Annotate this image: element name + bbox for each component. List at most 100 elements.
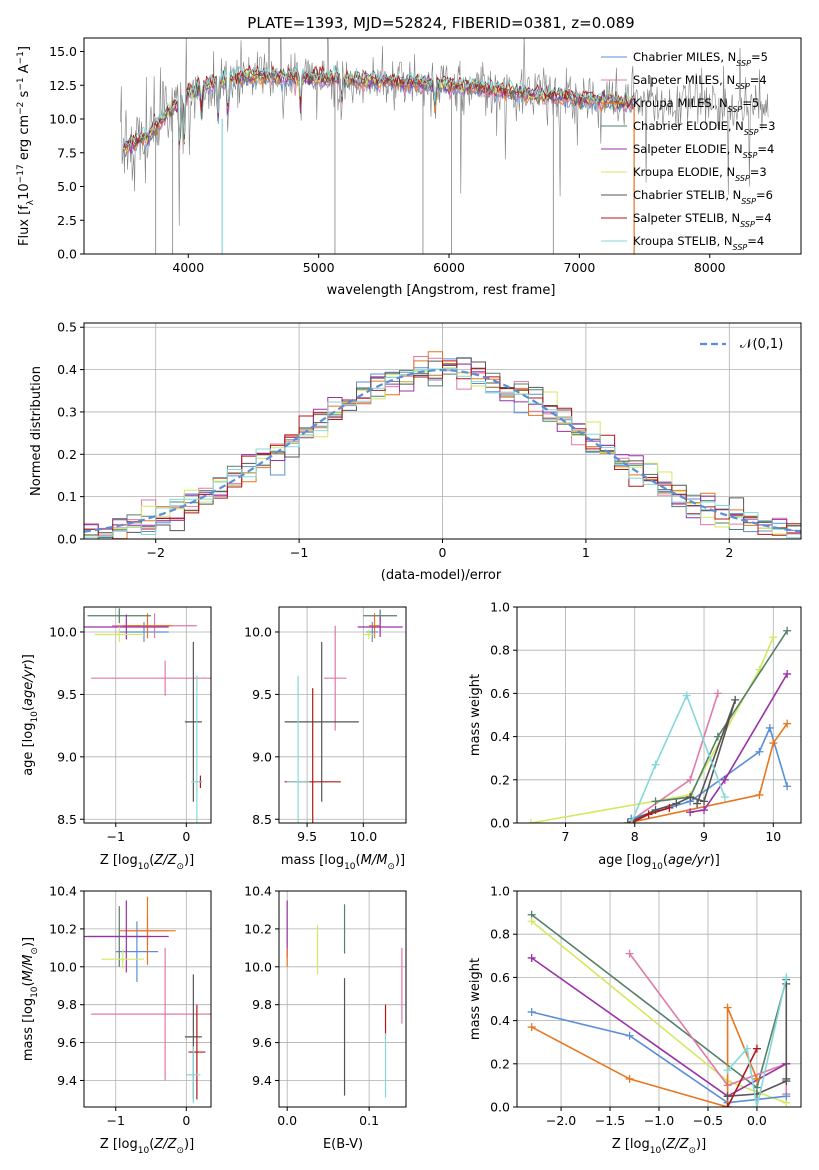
age-vs-Z-ylabel: age [log10(age/yr)] (21, 654, 40, 776)
weight-vs-age-ytick-label: 0.0 (490, 816, 510, 831)
weight-vs-Z-ytick-label: 0.2 (490, 1056, 510, 1071)
residuals-xtick-label: 2 (725, 545, 733, 560)
weight-vs-age-marker (651, 760, 660, 769)
residuals-ytick-label: 0.4 (57, 362, 77, 377)
mass-vs-ebv-frame (278, 890, 407, 1108)
mass-vs-ebv-ytick-label: 9.4 (252, 1073, 272, 1088)
age-vs-mass-xtick-label: 9.5 (297, 829, 317, 844)
weight-vs-age-marker (783, 626, 792, 635)
residuals-gaussian-line (84, 368, 801, 533)
weight-vs-age-ytick-label: 0.4 (490, 729, 510, 744)
weight-vs-age-marker (672, 799, 681, 808)
age-vs-mass-ytick-label: 10.0 (244, 624, 272, 639)
weight-vs-age-marker (765, 723, 774, 732)
mass-vs-ebv-ytick-label: 10.0 (244, 959, 272, 974)
spectrum-legend-label: Salpeter ELODIE, NSSP=4 (633, 142, 774, 160)
weight-vs-age-marker (720, 793, 729, 802)
spectrum-legend-label: Chabrier STELIB, NSSP=6 (633, 188, 773, 206)
mass-vs-ebv-xtick-label: 0.0 (277, 1113, 297, 1128)
weight-vs-Z-marker (625, 949, 634, 958)
weight-vs-age-xlabel: age [log10(age/yr)] (598, 853, 720, 872)
residuals-xtick-label: 0 (439, 545, 447, 560)
weight-vs-age-marker (700, 797, 709, 806)
weight-vs-age-xtick-label: 10 (765, 829, 781, 844)
weight-vs-age-plot-area (526, 626, 792, 823)
weight-vs-Z-marker (723, 1003, 732, 1012)
spectrum-model-kroupa_stelib (122, 64, 635, 148)
weight-vs-Z-marker (743, 1044, 752, 1053)
weight-vs-Z-plot-area (527, 910, 791, 1107)
age-vs-mass-axes: 9.5 10.0 8.5 9.0 9.5 10.0 (244, 606, 407, 844)
spectrum-plot-area (120, 38, 769, 254)
mass-vs-Z-xtick-label: −1 (107, 1113, 125, 1128)
weight-vs-Z-marker (782, 1074, 791, 1083)
age-vs-Z-ytick-label: 9.5 (57, 687, 77, 702)
weight-vs-age-ylabel: mass weight (468, 674, 483, 756)
mass-vs-Z-ytick-label: 9.6 (57, 1035, 77, 1050)
mass-vs-ebv-ytick-label: 9.6 (252, 1035, 272, 1050)
weight-vs-Z-series-salpeter_stelib (726, 1048, 758, 1107)
spectrum-xtick-label: 4000 (172, 260, 204, 275)
spectrum-legend-label: Chabrier MILES, NSSP=5 (633, 50, 768, 68)
weight-vs-age-marker (783, 669, 792, 678)
weight-vs-Z-xlabel: Z [log10(Z/Z⊙)] (612, 1137, 706, 1156)
mass-vs-ebv-ytick-label: 10.2 (244, 921, 272, 936)
age-vs-Z-axes: −1 0 8.5 9.0 9.5 10.0 (49, 606, 212, 844)
weight-vs-Z-marker (625, 1031, 634, 1040)
weight-vs-age-xtick-label: 7 (562, 829, 570, 844)
age-vs-mass-xtick-label: 10.0 (349, 829, 377, 844)
age-vs-mass-frame (278, 606, 407, 824)
age-vs-mass-ytick-label: 9.0 (252, 749, 272, 764)
weight-vs-Z-ytick-label: 1.0 (490, 884, 510, 899)
spectrum-xtick-label: 6000 (433, 260, 465, 275)
spectrum-xlabel: wavelength [Angstrom, rest frame] (327, 283, 556, 298)
age-vs-mass-ytick-label: 8.5 (252, 812, 272, 827)
spectrum-xtick-label: 5000 (303, 260, 335, 275)
age-vs-Z-frame (83, 606, 212, 824)
weight-vs-age-ytick-label: 0.2 (490, 772, 510, 787)
spectrum-ytick-label: 7.5 (57, 145, 77, 160)
weight-vs-Z-ytick-label: 0.6 (490, 970, 510, 985)
mass-vs-Z-ytick-label: 9.8 (57, 997, 77, 1012)
residuals-legend-label: 𝒩(0,1) (740, 337, 783, 352)
weight-vs-age-marker (686, 775, 695, 784)
weight-vs-Z-marker (752, 1103, 761, 1107)
residuals-ylabel: Normed distribution (29, 366, 44, 496)
spectrum-ytick-label: 2.5 (57, 213, 77, 228)
mass-vs-Z-ytick-label: 9.4 (57, 1073, 77, 1088)
age-vs-Z-ytick-label: 9.0 (57, 749, 77, 764)
mass-vs-ebv-ytick-label: 9.8 (252, 997, 272, 1012)
weight-vs-Z-xtick-label: −1.5 (595, 1113, 625, 1128)
weight-vs-age-xtick-label: 8 (631, 829, 639, 844)
residuals-ytick-label: 0.2 (57, 447, 77, 462)
mass-vs-Z-xtick-label: 0 (182, 1113, 190, 1128)
weight-vs-age-marker (665, 803, 674, 812)
weight-vs-age-marker (644, 810, 653, 819)
weight-vs-age-marker (623, 819, 632, 823)
spectrum-ytick-label: 0.0 (57, 247, 77, 262)
weight-vs-Z-ytick-label: 0.8 (490, 927, 510, 942)
plot-layer: 4000 5000 6000 7000 80000.02.55.07.510.012.5… (16, 37, 802, 1156)
weight-vs-Z-ytick-label: 0.0 (490, 1100, 510, 1115)
weight-vs-age-marker (769, 739, 778, 748)
spectrum-frame (83, 37, 802, 255)
weight-vs-Z-marker (723, 1066, 732, 1075)
spectrum-ytick-label: 15.0 (49, 44, 77, 59)
weight-vs-age-marker (627, 819, 636, 823)
mass-vs-Z-ytick-label: 10.4 (49, 884, 77, 899)
spectrum-ytick-label: 12.5 (49, 78, 77, 93)
weight-vs-age-marker (713, 689, 722, 698)
age-vs-Z-ytick-label: 10.0 (49, 624, 77, 639)
residuals-hist-kroupa_stelib (84, 368, 801, 539)
residuals-xtick-label: −1 (290, 545, 308, 560)
weight-vs-age-marker (783, 719, 792, 728)
weight-vs-Z-marker (527, 1007, 536, 1016)
mass-vs-Z-ytick-label: 10.0 (49, 959, 77, 974)
spectrum-ylabel: Flux [fλ10−17 erg cm−2 s−1 A−1] (16, 46, 36, 246)
mass-vs-Z-frame (83, 890, 212, 1108)
weight-vs-age-marker (526, 819, 535, 823)
weight-vs-age-marker (783, 782, 792, 791)
weight-vs-age-marker (720, 775, 729, 784)
mass-vs-ebv-ytick-label: 10.4 (244, 884, 272, 899)
